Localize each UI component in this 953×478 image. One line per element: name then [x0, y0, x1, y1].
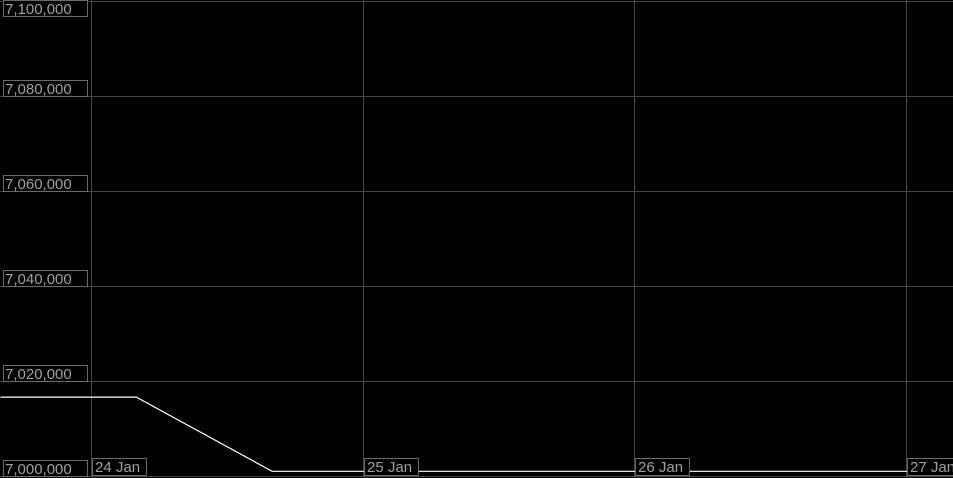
y-tick-label: 7,060,000 [5, 176, 72, 193]
y-tick-label: 7,040,000 [5, 271, 72, 288]
y-tick-label: 7,020,000 [5, 366, 72, 383]
x-tick-label-box [364, 458, 419, 476]
x-tick-label-box [92, 458, 147, 476]
x-tick-label: 25 Jan [367, 459, 412, 476]
y-tick-label: 7,080,000 [5, 81, 72, 98]
x-tick-label-box [907, 458, 953, 476]
x-tick-label: 26 Jan [638, 459, 683, 476]
y-tick-label-box [3, 460, 88, 477]
y-tick-label-box [3, 365, 88, 382]
x-tick-label-box [635, 458, 690, 476]
y-tick-label-box [3, 270, 88, 287]
y-tick-label: 7,000,000 [5, 461, 72, 478]
y-tick-label: 7,100,000 [5, 1, 72, 18]
y-tick-label-box [3, 80, 88, 97]
x-tick-label: 24 Jan [95, 459, 140, 476]
y-tick-label-box [3, 0, 88, 17]
series-line [0, 396, 953, 472]
x-tick-label: 27 Jan [910, 459, 953, 476]
y-tick-label-box [3, 175, 88, 192]
